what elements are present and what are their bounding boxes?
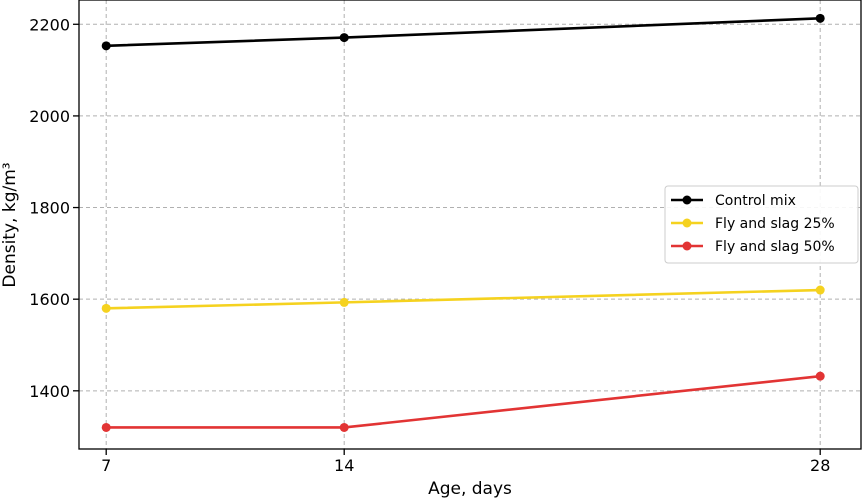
series-2-point	[815, 285, 825, 295]
series-3-point	[815, 371, 825, 381]
series-lines	[101, 13, 825, 432]
x-axis-label: Age, days	[428, 479, 512, 498]
x-tick-label: 7	[101, 456, 111, 475]
legend-swatch-marker	[682, 218, 692, 228]
x-tick-label: 14	[334, 456, 354, 475]
series-2-point	[339, 297, 349, 307]
y-tick-label: 2200	[29, 15, 70, 34]
axis-ticks: 7 14 28 1400 1600 1800 2000 2200	[29, 15, 830, 475]
y-axis-label: Density, kg/m³	[0, 162, 20, 287]
series-3-point	[339, 422, 349, 432]
legend: Control mix Fly and slag 25% Fly and slag …	[664, 185, 859, 264]
series-3-line	[106, 374, 821, 429]
plot-area-frame	[78, 0, 862, 450]
y-tick-label: 1400	[29, 382, 70, 401]
legend-swatch-marker	[682, 195, 692, 205]
legend-swatch-marker	[682, 241, 692, 251]
y-tick-label: 1600	[29, 290, 70, 309]
series-3-point	[101, 422, 111, 432]
legend-label: Fly and slag 25%	[715, 216, 835, 232]
series-1-point	[339, 33, 349, 43]
legend-box	[664, 185, 859, 264]
y-tick-label: 2000	[29, 107, 70, 126]
series-1-point	[815, 13, 825, 23]
series-2-point	[101, 303, 111, 313]
y-tick-label: 1800	[29, 199, 70, 218]
legend-label: Control mix	[715, 193, 796, 209]
series-1-line	[106, 17, 821, 48]
legend-label: Fly and slag 50%	[715, 239, 835, 255]
series-1-point	[101, 41, 111, 51]
x-tick-label: 28	[810, 456, 830, 475]
